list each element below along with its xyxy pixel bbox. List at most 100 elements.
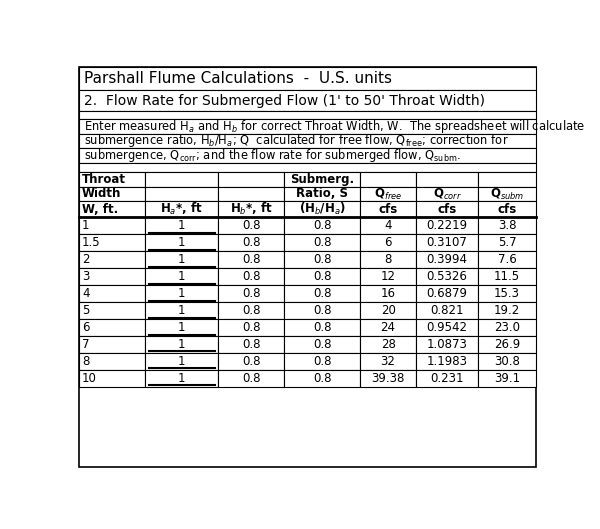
- Bar: [79, 90, 536, 111]
- Bar: [284, 187, 360, 202]
- Bar: [284, 353, 360, 370]
- Text: 1: 1: [178, 321, 185, 334]
- Text: 0.8: 0.8: [242, 236, 260, 249]
- Text: 1: 1: [178, 338, 185, 351]
- Text: H$_a$*, ft: H$_a$*, ft: [160, 202, 203, 217]
- Text: 0.8: 0.8: [242, 253, 260, 266]
- Bar: [218, 217, 284, 234]
- Text: 8: 8: [385, 253, 392, 266]
- Text: 19.2: 19.2: [494, 304, 520, 317]
- Bar: [416, 217, 478, 234]
- Text: Submerg.: Submerg.: [290, 173, 354, 186]
- Text: 0.3107: 0.3107: [427, 236, 467, 249]
- Text: 11.5: 11.5: [494, 270, 520, 283]
- Bar: [79, 370, 145, 387]
- Text: Throat: Throat: [82, 173, 126, 186]
- Bar: [478, 370, 536, 387]
- Bar: [478, 319, 536, 336]
- Bar: [416, 319, 478, 336]
- Text: 0.8: 0.8: [313, 270, 331, 283]
- Bar: [79, 336, 145, 353]
- Text: 1.5: 1.5: [82, 236, 101, 249]
- Text: 24: 24: [380, 321, 395, 334]
- Text: 0.8: 0.8: [242, 372, 260, 385]
- Text: Q$_{corr}$: Q$_{corr}$: [433, 186, 461, 202]
- Text: 0.8: 0.8: [242, 220, 260, 232]
- Text: 0.2219: 0.2219: [427, 220, 467, 232]
- Bar: [360, 187, 416, 202]
- Bar: [145, 336, 218, 353]
- Text: 30.8: 30.8: [494, 355, 520, 368]
- Bar: [79, 268, 145, 285]
- Bar: [145, 172, 218, 187]
- Bar: [218, 187, 284, 202]
- Text: 5.7: 5.7: [498, 236, 517, 249]
- Bar: [218, 251, 284, 268]
- Text: 0.8: 0.8: [313, 220, 331, 232]
- Text: 3.8: 3.8: [498, 220, 517, 232]
- Bar: [284, 370, 360, 387]
- Text: cfs: cfs: [437, 203, 457, 216]
- Text: 1: 1: [178, 372, 185, 385]
- Bar: [478, 251, 536, 268]
- Text: 0.8: 0.8: [313, 355, 331, 368]
- Text: 1: 1: [178, 287, 185, 300]
- Bar: [79, 251, 145, 268]
- Text: 0.231: 0.231: [430, 372, 464, 385]
- Text: (H$_b$/H$_a$): (H$_b$/H$_a$): [299, 202, 346, 217]
- Text: W, ft.: W, ft.: [82, 203, 118, 216]
- Text: 2.  Flow Rate for Submerged Flow (1' to 50' Throat Width): 2. Flow Rate for Submerged Flow (1' to 5…: [83, 94, 485, 108]
- Bar: [145, 370, 218, 387]
- Bar: [79, 111, 536, 119]
- Text: 10: 10: [82, 372, 97, 385]
- Bar: [145, 285, 218, 302]
- Bar: [218, 336, 284, 353]
- Bar: [218, 285, 284, 302]
- Text: Ratio, S: Ratio, S: [296, 187, 348, 200]
- Bar: [416, 302, 478, 319]
- Text: 0.8: 0.8: [242, 321, 260, 334]
- Text: 26.9: 26.9: [494, 338, 520, 351]
- Bar: [145, 251, 218, 268]
- Text: 1: 1: [178, 236, 185, 249]
- Bar: [145, 319, 218, 336]
- Bar: [416, 202, 478, 217]
- Bar: [478, 285, 536, 302]
- Text: 0.8: 0.8: [242, 304, 260, 317]
- Text: 0.8: 0.8: [313, 304, 331, 317]
- Text: 1: 1: [178, 220, 185, 232]
- Bar: [145, 353, 218, 370]
- Bar: [284, 285, 360, 302]
- Text: Q$_{free}$: Q$_{free}$: [374, 186, 402, 202]
- Text: 32: 32: [380, 355, 395, 368]
- Text: 4: 4: [385, 220, 392, 232]
- Text: 15.3: 15.3: [494, 287, 520, 300]
- Bar: [478, 217, 536, 234]
- Bar: [284, 251, 360, 268]
- Text: 20: 20: [380, 304, 395, 317]
- Text: submergence ratio, H$_b$/H$_a$; Q  calculated for free flow, Q$_{\rm free}$; cor: submergence ratio, H$_b$/H$_a$; Q calcul…: [83, 132, 508, 149]
- Bar: [478, 268, 536, 285]
- Bar: [416, 172, 478, 187]
- Bar: [218, 302, 284, 319]
- Text: cfs: cfs: [379, 203, 398, 216]
- Bar: [145, 268, 218, 285]
- Bar: [416, 353, 478, 370]
- Bar: [478, 187, 536, 202]
- Text: 1: 1: [82, 220, 89, 232]
- Text: 0.8: 0.8: [313, 287, 331, 300]
- Bar: [79, 172, 145, 187]
- Bar: [284, 336, 360, 353]
- Text: 0.9542: 0.9542: [427, 321, 467, 334]
- Text: 5: 5: [82, 304, 89, 317]
- Text: 0.8: 0.8: [242, 355, 260, 368]
- Text: 0.821: 0.821: [430, 304, 464, 317]
- Bar: [478, 336, 536, 353]
- Text: cfs: cfs: [497, 203, 517, 216]
- Text: 6: 6: [82, 321, 89, 334]
- Bar: [79, 187, 145, 202]
- Text: 1: 1: [178, 355, 185, 368]
- Bar: [360, 202, 416, 217]
- Bar: [79, 319, 145, 336]
- Bar: [284, 172, 360, 187]
